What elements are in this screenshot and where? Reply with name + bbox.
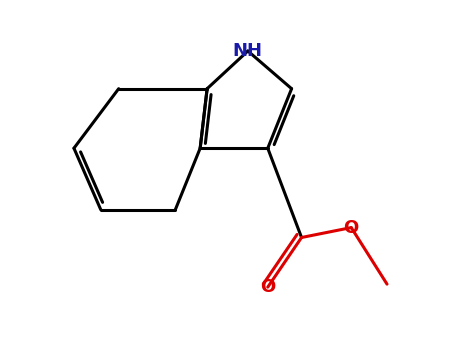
Text: O: O — [344, 219, 359, 237]
Text: NH: NH — [233, 42, 263, 60]
Text: O: O — [260, 278, 275, 296]
